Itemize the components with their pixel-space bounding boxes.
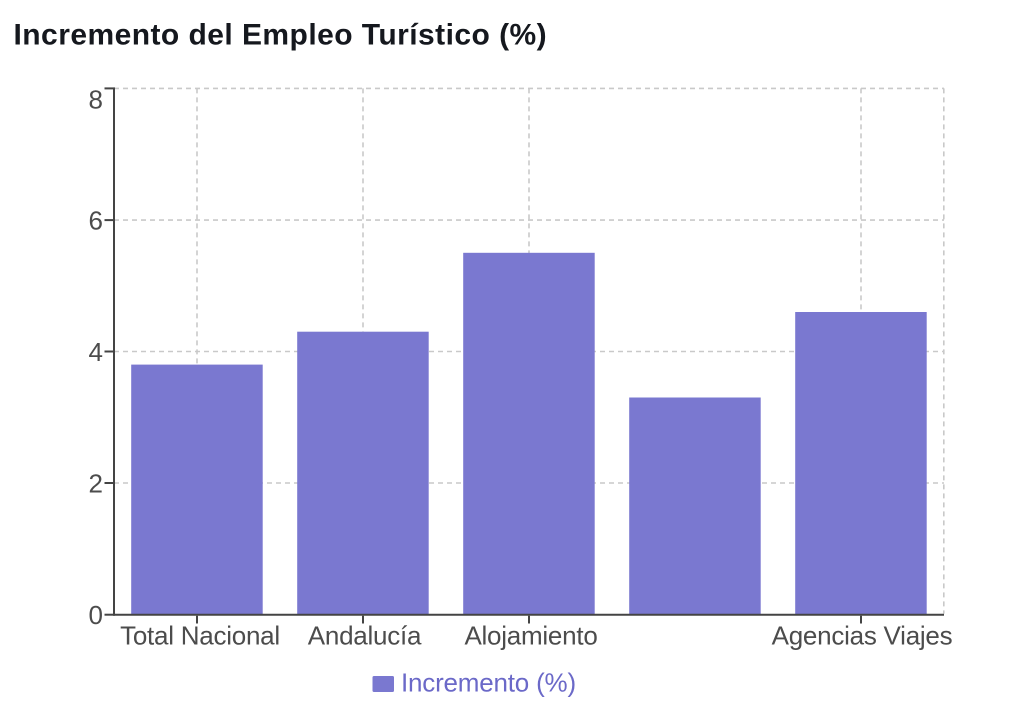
svg-text:Agencias Viajes: Agencias Viajes bbox=[772, 621, 953, 651]
svg-text:2: 2 bbox=[89, 468, 103, 498]
svg-text:0: 0 bbox=[89, 600, 103, 630]
svg-text:Incremento (%): Incremento (%) bbox=[401, 668, 576, 698]
svg-text:Alojamiento: Alojamiento bbox=[464, 621, 597, 651]
svg-text:Andalucía: Andalucía bbox=[308, 621, 422, 651]
svg-text:8: 8 bbox=[89, 85, 103, 115]
svg-text:Incremento del Empleo Turístic: Incremento del Empleo Turístico (%) bbox=[14, 19, 548, 52]
svg-text:6: 6 bbox=[89, 205, 103, 235]
svg-text:Total Nacional: Total Nacional bbox=[120, 621, 280, 651]
svg-text:4: 4 bbox=[89, 337, 103, 367]
